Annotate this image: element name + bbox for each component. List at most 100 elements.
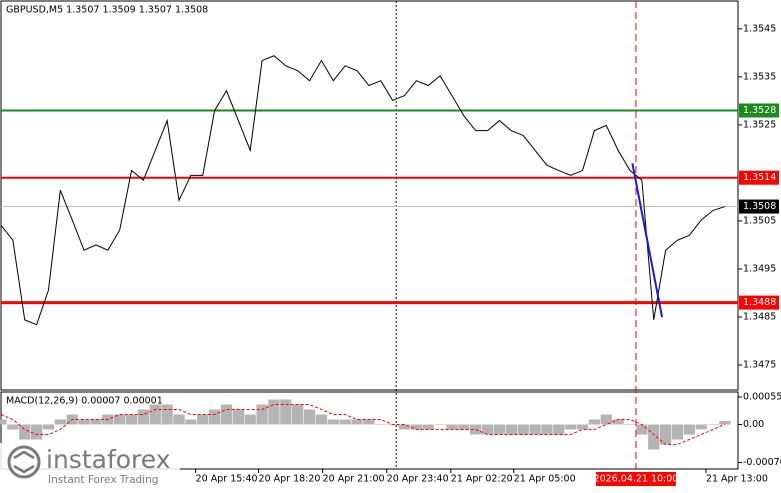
- logo-icon-mark: [13, 450, 35, 474]
- macd-bar: [54, 419, 66, 425]
- macd-bar: [268, 399, 280, 425]
- macd-bar: [612, 419, 624, 425]
- macd-bar: [636, 424, 648, 435]
- macd-bar: [256, 404, 268, 425]
- main-frame: [0, 0, 739, 391]
- x-tick-label: 20 Apr 18:20: [259, 474, 321, 485]
- macd-bar: [422, 424, 434, 430]
- macd-bar: [185, 419, 197, 425]
- macd-bar: [648, 424, 660, 450]
- macd-bar: [303, 409, 316, 425]
- macd-bar: [42, 424, 55, 430]
- macd-bar: [149, 404, 161, 425]
- x-tick-label: 20 Apr 15:40: [196, 474, 258, 485]
- macd-bar: [30, 424, 43, 440]
- macd-title: MACD(12,26,9) 0.00007 0.00001: [6, 396, 163, 407]
- macd-bar: [244, 414, 256, 425]
- chart-title: GBPUSD,M5 1.3507 1.3509 1.3507 1.3508: [6, 5, 208, 16]
- macd-bar: [410, 424, 423, 430]
- macd-bar: [197, 414, 209, 425]
- macd-bar: [208, 409, 221, 425]
- level-label-bg: [739, 199, 779, 214]
- logo-name: instaforex: [46, 445, 171, 474]
- macd-bar: [398, 424, 411, 430]
- macd-bar: [695, 424, 707, 430]
- macd-bar: [671, 424, 684, 440]
- macd-bar: [327, 419, 339, 425]
- y-tick-label: 1.3535: [743, 71, 776, 82]
- logo: instaforex Instant Forex Trading: [0, 443, 180, 489]
- x-tick-label: 21 Apr 02:20: [451, 474, 513, 485]
- logo-tagline: Instant Forex Trading: [48, 474, 158, 486]
- x-tick-label: 21 Apr 05:00: [514, 474, 576, 485]
- macd-bar: [137, 409, 150, 425]
- macd-bar: [125, 414, 138, 425]
- macd-bar: [434, 424, 446, 425]
- macd-y-tick-label: 0.00055: [743, 392, 781, 403]
- macd-bar: [19, 424, 31, 440]
- macd-bar: [505, 424, 517, 435]
- logo-bg: [0, 443, 180, 489]
- macd-y-tick-label: -0.00076: [743, 457, 781, 468]
- macd-signal: [0, 404, 726, 445]
- macd-bar: [541, 424, 553, 435]
- macd-bar: [280, 399, 292, 425]
- macd-bar: [90, 419, 102, 425]
- macd-bar: [576, 424, 589, 430]
- macd-bar: [493, 424, 506, 435]
- macd-bar: [659, 424, 672, 445]
- macd-bar: [446, 424, 458, 430]
- level-label: 1.3488: [743, 297, 776, 308]
- macd-bar: [517, 424, 529, 435]
- macd-bar: [220, 404, 233, 425]
- macd-bar: [7, 424, 19, 430]
- macd-bar: [351, 419, 363, 425]
- crosshair-label: 2026.04.21 10:00: [594, 474, 679, 485]
- macd-bar: [363, 419, 375, 425]
- macd-bar: [78, 419, 90, 425]
- macd-bar: [600, 414, 612, 425]
- y-tick-label: 1.3475: [743, 360, 776, 371]
- macd-frame: [0, 391, 739, 470]
- macd-bar: [339, 419, 351, 425]
- level-label: 1.3528: [743, 105, 776, 116]
- level-label-bg: [739, 295, 779, 310]
- level-label-bg: [739, 103, 779, 118]
- macd-bar: [0, 419, 7, 425]
- macd-bar: [529, 424, 541, 435]
- trend-line: [631, 163, 664, 318]
- macd-bar: [481, 424, 494, 435]
- macd-bar: [719, 421, 731, 425]
- level-label: 1.3514: [743, 172, 776, 183]
- y-tick-label: 1.3525: [743, 119, 776, 130]
- macd-bar: [375, 424, 387, 425]
- y-tick-label: 1.3485: [743, 312, 776, 323]
- y-tick-label: 1.3495: [743, 263, 776, 274]
- macd-bar: [707, 424, 719, 425]
- macd-y-tick-label: 0.00: [743, 419, 764, 430]
- macd-bar: [114, 414, 126, 425]
- macd-bar: [458, 424, 470, 430]
- macd-bar: [315, 414, 328, 425]
- crosshair-label-bg: [595, 472, 676, 486]
- price-line: [0, 55, 726, 326]
- logo-icon: [7, 445, 41, 479]
- x-tick-label: 20 Apr 21:00: [323, 474, 385, 485]
- macd-bar: [173, 414, 185, 425]
- level-label-bg: [739, 170, 779, 185]
- macd-bar: [588, 419, 601, 425]
- y-tick-label: 1.3505: [743, 215, 776, 226]
- macd-bar: [553, 424, 565, 435]
- x-tick-label: 20 Apr 23:40: [387, 474, 449, 485]
- macd-bar: [292, 404, 304, 425]
- macd-bar: [624, 424, 636, 425]
- macd-bar: [232, 409, 244, 425]
- macd-bar: [683, 424, 695, 435]
- macd-bar: [161, 404, 173, 425]
- y-tick-label: 1.3545: [743, 23, 776, 34]
- x-tick-label: 21 Apr 13:00: [706, 474, 768, 485]
- macd-bar: [565, 424, 577, 430]
- level-label: 1.3508: [743, 201, 776, 212]
